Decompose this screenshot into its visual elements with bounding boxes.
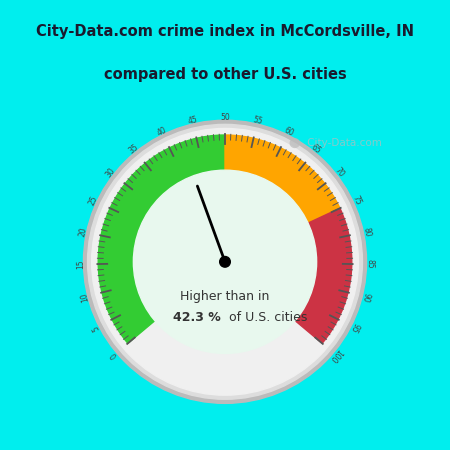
Text: ⬤  City-Data.com: ⬤ City-Data.com [289,138,382,148]
Wedge shape [98,135,225,343]
Text: 70: 70 [333,166,346,179]
Text: City-Data.com crime index in McCordsville, IN: City-Data.com crime index in McCordsvill… [36,24,414,39]
Text: 25: 25 [88,194,100,207]
Circle shape [92,128,358,395]
Circle shape [220,256,230,267]
Text: 20: 20 [78,226,89,237]
Text: 85: 85 [365,260,374,269]
Text: 5: 5 [91,324,101,332]
Text: 45: 45 [187,115,198,126]
Text: Higher than in: Higher than in [180,290,270,303]
Text: 75: 75 [350,194,362,207]
Text: 50: 50 [220,112,230,122]
Text: 80: 80 [361,226,372,237]
Text: 10: 10 [79,291,90,302]
Text: 35: 35 [127,143,140,156]
Text: 30: 30 [104,166,117,179]
Text: 42.3 %: 42.3 % [173,311,221,324]
Text: 15: 15 [76,260,85,269]
Text: 95: 95 [348,321,360,334]
Wedge shape [225,135,340,223]
Text: 65: 65 [310,143,323,156]
Wedge shape [295,208,352,343]
Text: 55: 55 [252,115,263,126]
Circle shape [83,120,367,403]
Text: compared to other U.S. cities: compared to other U.S. cities [104,67,346,82]
Circle shape [88,124,362,399]
Text: 90: 90 [360,291,371,303]
Text: of U.S. cities: of U.S. cities [225,311,307,324]
Text: 0: 0 [109,350,119,360]
Text: 40: 40 [155,126,168,138]
Circle shape [133,170,317,353]
Text: 60: 60 [282,126,295,138]
Text: 100: 100 [328,346,344,363]
